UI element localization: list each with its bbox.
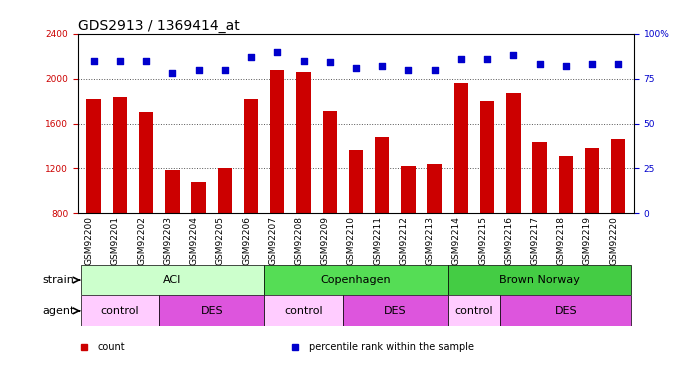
Bar (506, 93, 521, 213)
Bar (139, 112, 153, 213)
Text: GSM92207: GSM92207 (268, 216, 277, 265)
Bar (323, 111, 337, 213)
Bar (87, 99, 101, 213)
Text: count: count (98, 342, 125, 351)
Bar (264, 265, 447, 296)
Bar (165, 170, 180, 213)
Point (298, 58, 309, 64)
Bar (343, 296, 447, 326)
Text: GSM92200: GSM92200 (85, 216, 94, 265)
Text: GSM92220: GSM92220 (610, 216, 618, 265)
Text: DES: DES (555, 306, 577, 316)
Bar (244, 99, 258, 213)
Bar (191, 182, 206, 213)
Text: GSM92205: GSM92205 (216, 216, 225, 265)
Bar (611, 139, 625, 213)
Text: GSM92217: GSM92217 (530, 216, 540, 265)
Point (193, 67, 204, 73)
Text: agent: agent (42, 306, 75, 316)
Text: GSM92204: GSM92204 (190, 216, 199, 265)
Point (508, 52, 519, 58)
Point (377, 63, 388, 69)
Point (534, 61, 545, 67)
Bar (296, 72, 311, 213)
Text: ACI: ACI (163, 275, 182, 285)
Point (351, 65, 361, 71)
Text: GSM92209: GSM92209 (321, 216, 330, 265)
Bar (264, 296, 343, 326)
Text: GDS2913 / 1369414_at: GDS2913 / 1369414_at (78, 19, 240, 33)
Text: GSM92206: GSM92206 (242, 216, 251, 265)
Bar (375, 137, 389, 213)
Bar (447, 296, 500, 326)
Text: GSM92216: GSM92216 (504, 216, 513, 265)
Bar (532, 141, 546, 213)
Bar (113, 97, 127, 213)
Bar (480, 101, 494, 213)
Text: DES: DES (201, 306, 223, 316)
Bar (81, 296, 159, 326)
Bar (500, 296, 631, 326)
Point (481, 56, 492, 62)
Text: Brown Norway: Brown Norway (499, 275, 580, 285)
Text: percentile rank within the sample: percentile rank within the sample (308, 342, 474, 351)
Text: GSM92210: GSM92210 (347, 216, 356, 265)
Bar (559, 156, 573, 213)
Point (272, 49, 283, 55)
Point (586, 61, 597, 67)
Point (245, 54, 256, 60)
Text: GSM92215: GSM92215 (478, 216, 487, 265)
Point (88, 58, 99, 64)
Point (141, 58, 152, 64)
Point (560, 63, 571, 69)
Bar (584, 148, 599, 213)
Point (324, 60, 335, 66)
Bar (427, 164, 442, 213)
Text: Copenhagen: Copenhagen (321, 275, 391, 285)
Point (613, 61, 624, 67)
Text: GSM92219: GSM92219 (583, 216, 592, 265)
Bar (401, 166, 416, 213)
Bar (348, 150, 363, 213)
Text: GSM92202: GSM92202 (137, 216, 146, 265)
Text: GSM92214: GSM92214 (452, 216, 461, 265)
Text: control: control (284, 306, 323, 316)
Text: GSM92218: GSM92218 (557, 216, 565, 265)
Text: GSM92212: GSM92212 (399, 216, 408, 265)
Text: control: control (100, 306, 139, 316)
Text: GSM92213: GSM92213 (426, 216, 435, 265)
Point (456, 56, 466, 62)
Text: control: control (455, 306, 494, 316)
Text: GSM92201: GSM92201 (111, 216, 120, 265)
Point (115, 58, 125, 64)
Bar (454, 83, 468, 213)
Text: GSM92208: GSM92208 (294, 216, 304, 265)
Bar (447, 265, 631, 296)
Point (220, 67, 231, 73)
Text: GSM92203: GSM92203 (163, 216, 172, 265)
Text: DES: DES (384, 306, 407, 316)
Point (167, 70, 178, 76)
Point (429, 67, 440, 73)
Point (403, 67, 414, 73)
Bar (218, 168, 232, 213)
Bar (270, 70, 285, 213)
Bar (159, 296, 264, 326)
Text: strain: strain (43, 275, 75, 285)
Bar (81, 265, 264, 296)
Text: GSM92211: GSM92211 (373, 216, 382, 265)
